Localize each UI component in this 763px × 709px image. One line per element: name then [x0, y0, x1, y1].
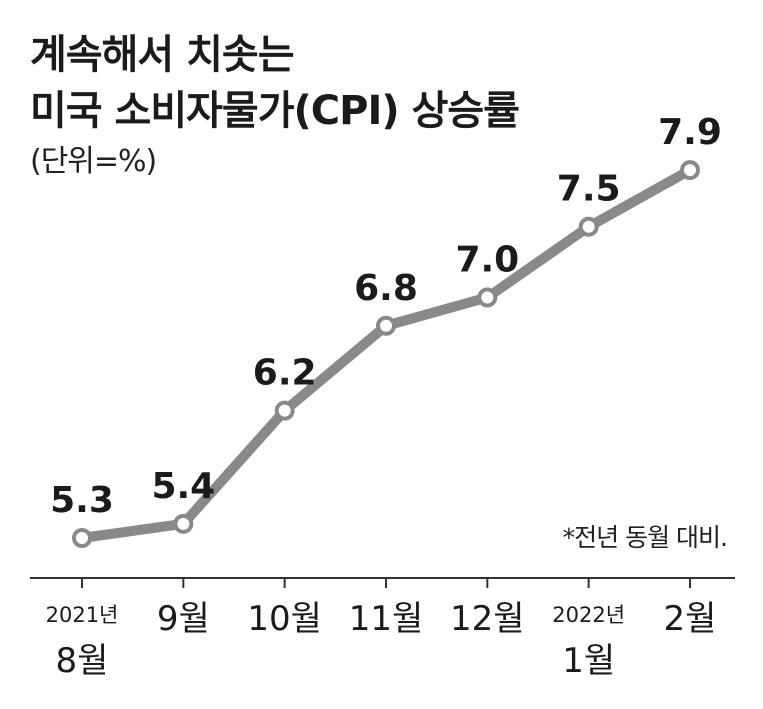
x-label-month-5: 1월	[562, 641, 615, 681]
value-label-3: 6.8	[354, 268, 418, 309]
x-label-month-2: 10월	[247, 599, 322, 639]
value-label-6: 7.9	[658, 112, 722, 153]
data-point-3	[376, 315, 396, 336]
data-point-6	[680, 160, 700, 181]
x-label-month-4: 12월	[450, 599, 525, 639]
x-label-month-0: 8월	[56, 641, 109, 681]
data-point-2	[274, 400, 295, 421]
footnote: *전년 동월 대비.	[562, 523, 728, 552]
data-point-1	[173, 513, 194, 534]
unit-label: (단위=%)	[30, 144, 157, 179]
data-point-5	[578, 216, 599, 237]
value-label-1: 5.4	[151, 466, 215, 507]
data-point-4	[477, 287, 498, 308]
chart-title-line2: 미국 소비자물가(CPI) 상승률	[30, 88, 520, 134]
chart-title-line1: 계속해서 치솟는	[30, 32, 295, 78]
value-label-2: 6.2	[253, 353, 317, 394]
value-label-4: 7.0	[455, 239, 519, 280]
data-point-0	[72, 528, 92, 548]
x-label-year-5: 2022년	[552, 603, 625, 627]
x-label-month-3: 11월	[349, 599, 424, 639]
x-label-month-6: 2월	[664, 599, 717, 639]
value-label-0: 5.3	[50, 480, 114, 521]
x-label-month-1: 9월	[157, 599, 210, 639]
value-label-5: 7.5	[557, 169, 621, 210]
x-label-year-0: 2021년	[46, 603, 119, 627]
